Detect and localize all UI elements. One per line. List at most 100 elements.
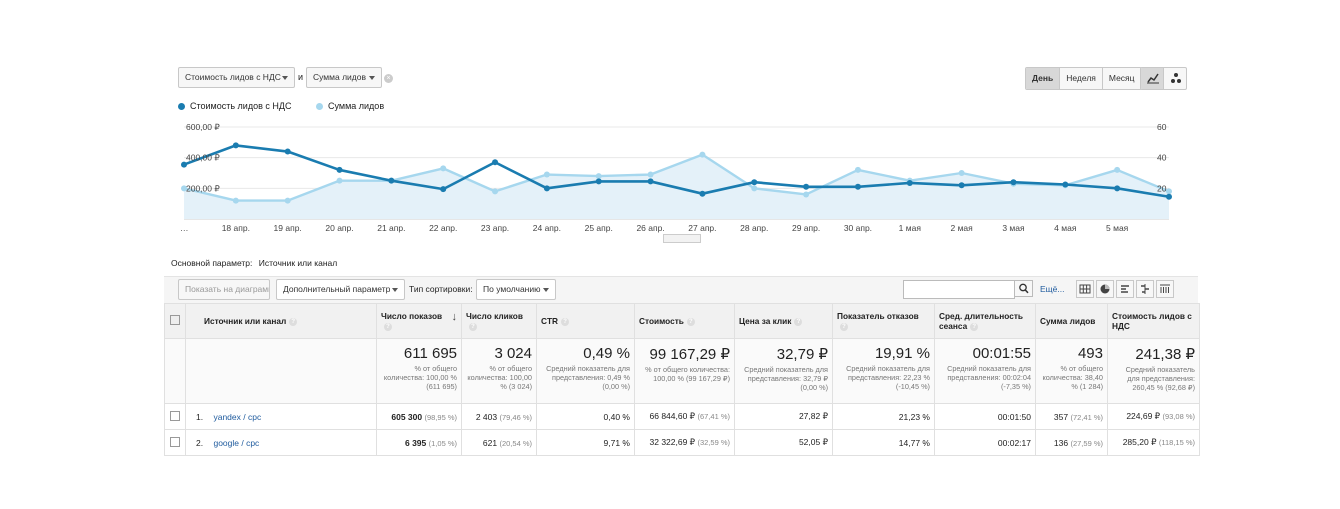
comparison-view-icon[interactable]	[1136, 280, 1154, 298]
x-tick-label: 4 мая	[1054, 223, 1077, 233]
primary-param-value[interactable]: Источник или канал	[258, 258, 338, 268]
help-icon: ?	[384, 322, 392, 331]
legend-series2[interactable]: Сумма лидов	[316, 101, 384, 111]
leads-cell: 136 (27,59 %)	[1035, 429, 1108, 456]
select-all-checkbox[interactable]	[164, 303, 186, 339]
lead-cost-cell: 285,20 ₽ (118,15 %)	[1107, 429, 1200, 456]
motion-chart-icon[interactable]	[1163, 68, 1186, 89]
source-link[interactable]: yandex / cpc	[213, 411, 262, 422]
lead-cost-cell: 224,69 ₽ (93,08 %)	[1107, 403, 1200, 430]
x-tick-label: 26 апр.	[636, 223, 664, 233]
period-week-button[interactable]: Неделя	[1059, 68, 1102, 89]
source-cell: 1. yandex / cpc	[185, 403, 377, 430]
x-tick-label: 1 мая	[899, 223, 922, 233]
cost-cell: 32 322,69 ₽ (32,59 %)	[634, 429, 735, 456]
duration-cell: 00:01:50	[934, 403, 1036, 430]
x-tick-label: 5 мая	[1106, 223, 1129, 233]
col-cost[interactable]: Стоимость?	[634, 303, 735, 339]
x-tick-label: 22 апр.	[429, 223, 457, 233]
data-point	[232, 142, 239, 149]
total-cell: 0,49 % Средний показатель для представлен…	[536, 338, 635, 404]
total-cell: 493% от общего количества: 38,40 % (1 28…	[1035, 338, 1108, 404]
x-tick-label: 23 апр.	[481, 223, 509, 233]
data-point	[543, 185, 550, 192]
help-icon: ?	[686, 317, 695, 326]
line-chart-icon[interactable]	[1141, 68, 1163, 89]
pivot-view-icon[interactable]	[1156, 280, 1174, 298]
help-icon: ?	[469, 322, 477, 331]
col-bounce[interactable]: Показатель отказов?	[832, 303, 935, 339]
data-point	[440, 186, 447, 193]
remove-metric-icon[interactable]: ×	[384, 74, 393, 83]
chart-resize-handle[interactable]	[663, 234, 701, 243]
data-point	[232, 197, 239, 204]
sort-type-dropdown[interactable]: По умолчанию	[476, 279, 556, 300]
metric2-dropdown[interactable]: Сумма лидов	[306, 67, 382, 88]
col-lead-cost[interactable]: Стоимость лидов с НДС	[1107, 303, 1200, 339]
more-link[interactable]: Ещё...	[1040, 284, 1065, 294]
data-point	[958, 182, 965, 189]
col-impressions[interactable]: Число показов ↓?	[376, 303, 462, 339]
col-ctr[interactable]: CTR?	[536, 303, 635, 339]
x-tick-label: 21 апр.	[377, 223, 405, 233]
ctr-cell: 0,40 %	[536, 403, 635, 430]
x-tick-label: 3 мая	[1002, 223, 1025, 233]
table-search-input[interactable]	[903, 280, 1015, 299]
secondary-param-label: Дополнительный параметр	[283, 284, 391, 294]
data-point	[854, 183, 861, 190]
row-checkbox[interactable]	[164, 403, 186, 430]
col-duration[interactable]: Сред. длительность сеанса?	[934, 303, 1036, 339]
metric1-label: Стоимость лидов с НДС	[185, 72, 281, 82]
col-source[interactable]: Источник или канал?	[185, 303, 377, 339]
y-tick-label-right: 60	[1157, 122, 1167, 132]
total-cell: 00:01:55 Средний показатель для представл…	[934, 338, 1036, 404]
data-point	[803, 183, 810, 190]
data-point	[1166, 188, 1172, 195]
sort-type-label: Тип сортировки:	[409, 284, 473, 294]
table-view-icon[interactable]	[1076, 280, 1094, 298]
x-tick-label: 29 апр.	[792, 223, 820, 233]
primary-param: Основной параметр: Источник или канал	[171, 258, 337, 268]
help-icon: ?	[561, 317, 570, 326]
clicks-cell: 621 (20,54 %)	[461, 429, 537, 456]
data-table: Источник или канал? Число показов ↓? Числ…	[164, 303, 1200, 456]
duration-cell: 00:02:17	[934, 429, 1036, 456]
y-tick-label-left: 200,00 ₽	[186, 183, 220, 193]
data-point	[1166, 193, 1172, 200]
show-on-chart-button[interactable]: Показать на диаграмме	[178, 279, 270, 300]
data-point	[647, 178, 654, 185]
impressions-cell: 6 395 (1,05 %)	[376, 429, 462, 456]
col-leads[interactable]: Сумма лидов	[1035, 303, 1108, 339]
x-tick-label: 19 апр.	[274, 223, 302, 233]
x-tick-label: 20 апр.	[325, 223, 353, 233]
clicks-cell: 2 403 (79,46 %)	[461, 403, 537, 430]
legend-series1[interactable]: Стоимость лидов с НДС	[178, 101, 291, 111]
search-icon[interactable]	[1014, 280, 1033, 297]
row-checkbox[interactable]	[164, 429, 186, 456]
source-link[interactable]: google / cpc	[213, 437, 260, 448]
secondary-param-dropdown[interactable]: Дополнительный параметр	[276, 279, 405, 300]
cost-cell: 66 844,60 ₽ (67,41 %)	[634, 403, 735, 430]
x-tick-label: 25 апр.	[585, 223, 613, 233]
table-row: 1. yandex / cpc 605 300 (98,95 %) 2 403 …	[164, 403, 1200, 430]
col-clicks[interactable]: Число кликов?	[461, 303, 537, 339]
cpc-cell: 27,82 ₽	[734, 403, 833, 430]
metric2-label: Сумма лидов	[313, 72, 366, 82]
chevron-down-icon	[392, 288, 398, 292]
col-cpc[interactable]: Цена за клик?	[734, 303, 833, 339]
performance-view-icon[interactable]	[1116, 280, 1134, 298]
total-cell: 241,38 ₽ Средний показатель для представл…	[1107, 338, 1200, 404]
data-point	[958, 170, 965, 176]
table-row: 2. google / cpc 6 395 (1,05 %) 621 (20,5…	[164, 429, 1200, 456]
x-tick-label: 18 апр.	[222, 223, 250, 233]
data-point	[699, 190, 706, 197]
legend-dot-icon	[178, 103, 185, 111]
ctr-cell: 9,71 %	[536, 429, 635, 456]
impressions-cell: 605 300 (98,95 %)	[376, 403, 462, 430]
total-cell: 99 167,29 ₽% от общего количества: 100,0…	[634, 338, 735, 404]
period-day-button[interactable]: День	[1026, 68, 1060, 89]
pie-view-icon[interactable]	[1096, 280, 1114, 298]
data-point	[284, 148, 291, 155]
metric1-dropdown[interactable]: Стоимость лидов с НДС	[178, 67, 295, 88]
period-month-button[interactable]: Месяц	[1101, 68, 1141, 89]
